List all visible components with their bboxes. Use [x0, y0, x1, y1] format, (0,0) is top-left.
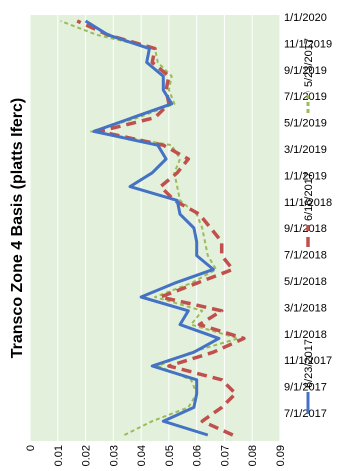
series-line — [76, 19, 246, 437]
y-tick-label: 0.05 — [164, 445, 176, 466]
chart-title: Transco Zone 4 Basis (platts Iferc) — [9, 98, 26, 359]
x-axis: 7/1/2017 9/1/2017 11/1/2017 1/1/2018 3/1/201… — [284, 12, 332, 420]
y-tick-label: 0.02 — [81, 445, 93, 466]
x-tick-label: 9/1/2019 — [284, 65, 327, 77]
y-tick-label: 0.09 — [275, 445, 287, 466]
x-tick-label: 3/1/2019 — [284, 144, 327, 156]
x-tick-label: 3/1/2018 — [284, 302, 327, 314]
legend: 6/23/2017 6/16/2017 5/23/2017 — [303, 38, 315, 414]
x-tick-label: 1/1/2019 — [284, 170, 327, 182]
series-line — [60, 20, 240, 436]
x-tick-label: 11/1/2019 — [284, 38, 332, 50]
gridlines — [29, 15, 281, 441]
y-tick-label: 0.01 — [53, 445, 65, 466]
x-tick-label: 7/1/2018 — [284, 250, 327, 262]
x-tick-label: 7/1/2019 — [284, 91, 327, 103]
y-tick-label: 0.08 — [247, 445, 259, 466]
y-axis: 0 0.01 0.02 0.03 0.04 0.05 0.06 0.07 0.08 0.09 — [25, 445, 287, 466]
y-tick-label: 0.04 — [136, 445, 148, 466]
legend-label: 6/23/2017 — [303, 339, 315, 388]
legend-label: 5/23/2017 — [303, 38, 315, 87]
series-line — [84, 19, 221, 437]
x-tick-label: 7/1/2017 — [284, 408, 327, 420]
x-tick-label: 11/1/2018 — [284, 197, 332, 209]
x-tick-label: 5/1/2018 — [284, 276, 327, 288]
y-tick-label: 0.06 — [192, 445, 204, 466]
x-tick-label: 1/1/2020 — [284, 12, 327, 24]
y-tick-label: 0 — [25, 445, 37, 451]
plot-area — [30, 15, 280, 441]
x-tick-label: 1/1/2018 — [284, 329, 327, 341]
x-tick-label: 9/1/2017 — [284, 382, 327, 394]
y-tick-label: 0.07 — [219, 445, 231, 466]
x-tick-label: 11/1/2017 — [284, 355, 332, 367]
series-lines — [60, 19, 246, 437]
x-tick-label: 9/1/2018 — [284, 223, 327, 235]
legend-label: 6/16/2017 — [303, 172, 315, 221]
y-tick-label: 0.03 — [108, 445, 120, 466]
x-tick-label: 5/1/2019 — [284, 118, 327, 130]
